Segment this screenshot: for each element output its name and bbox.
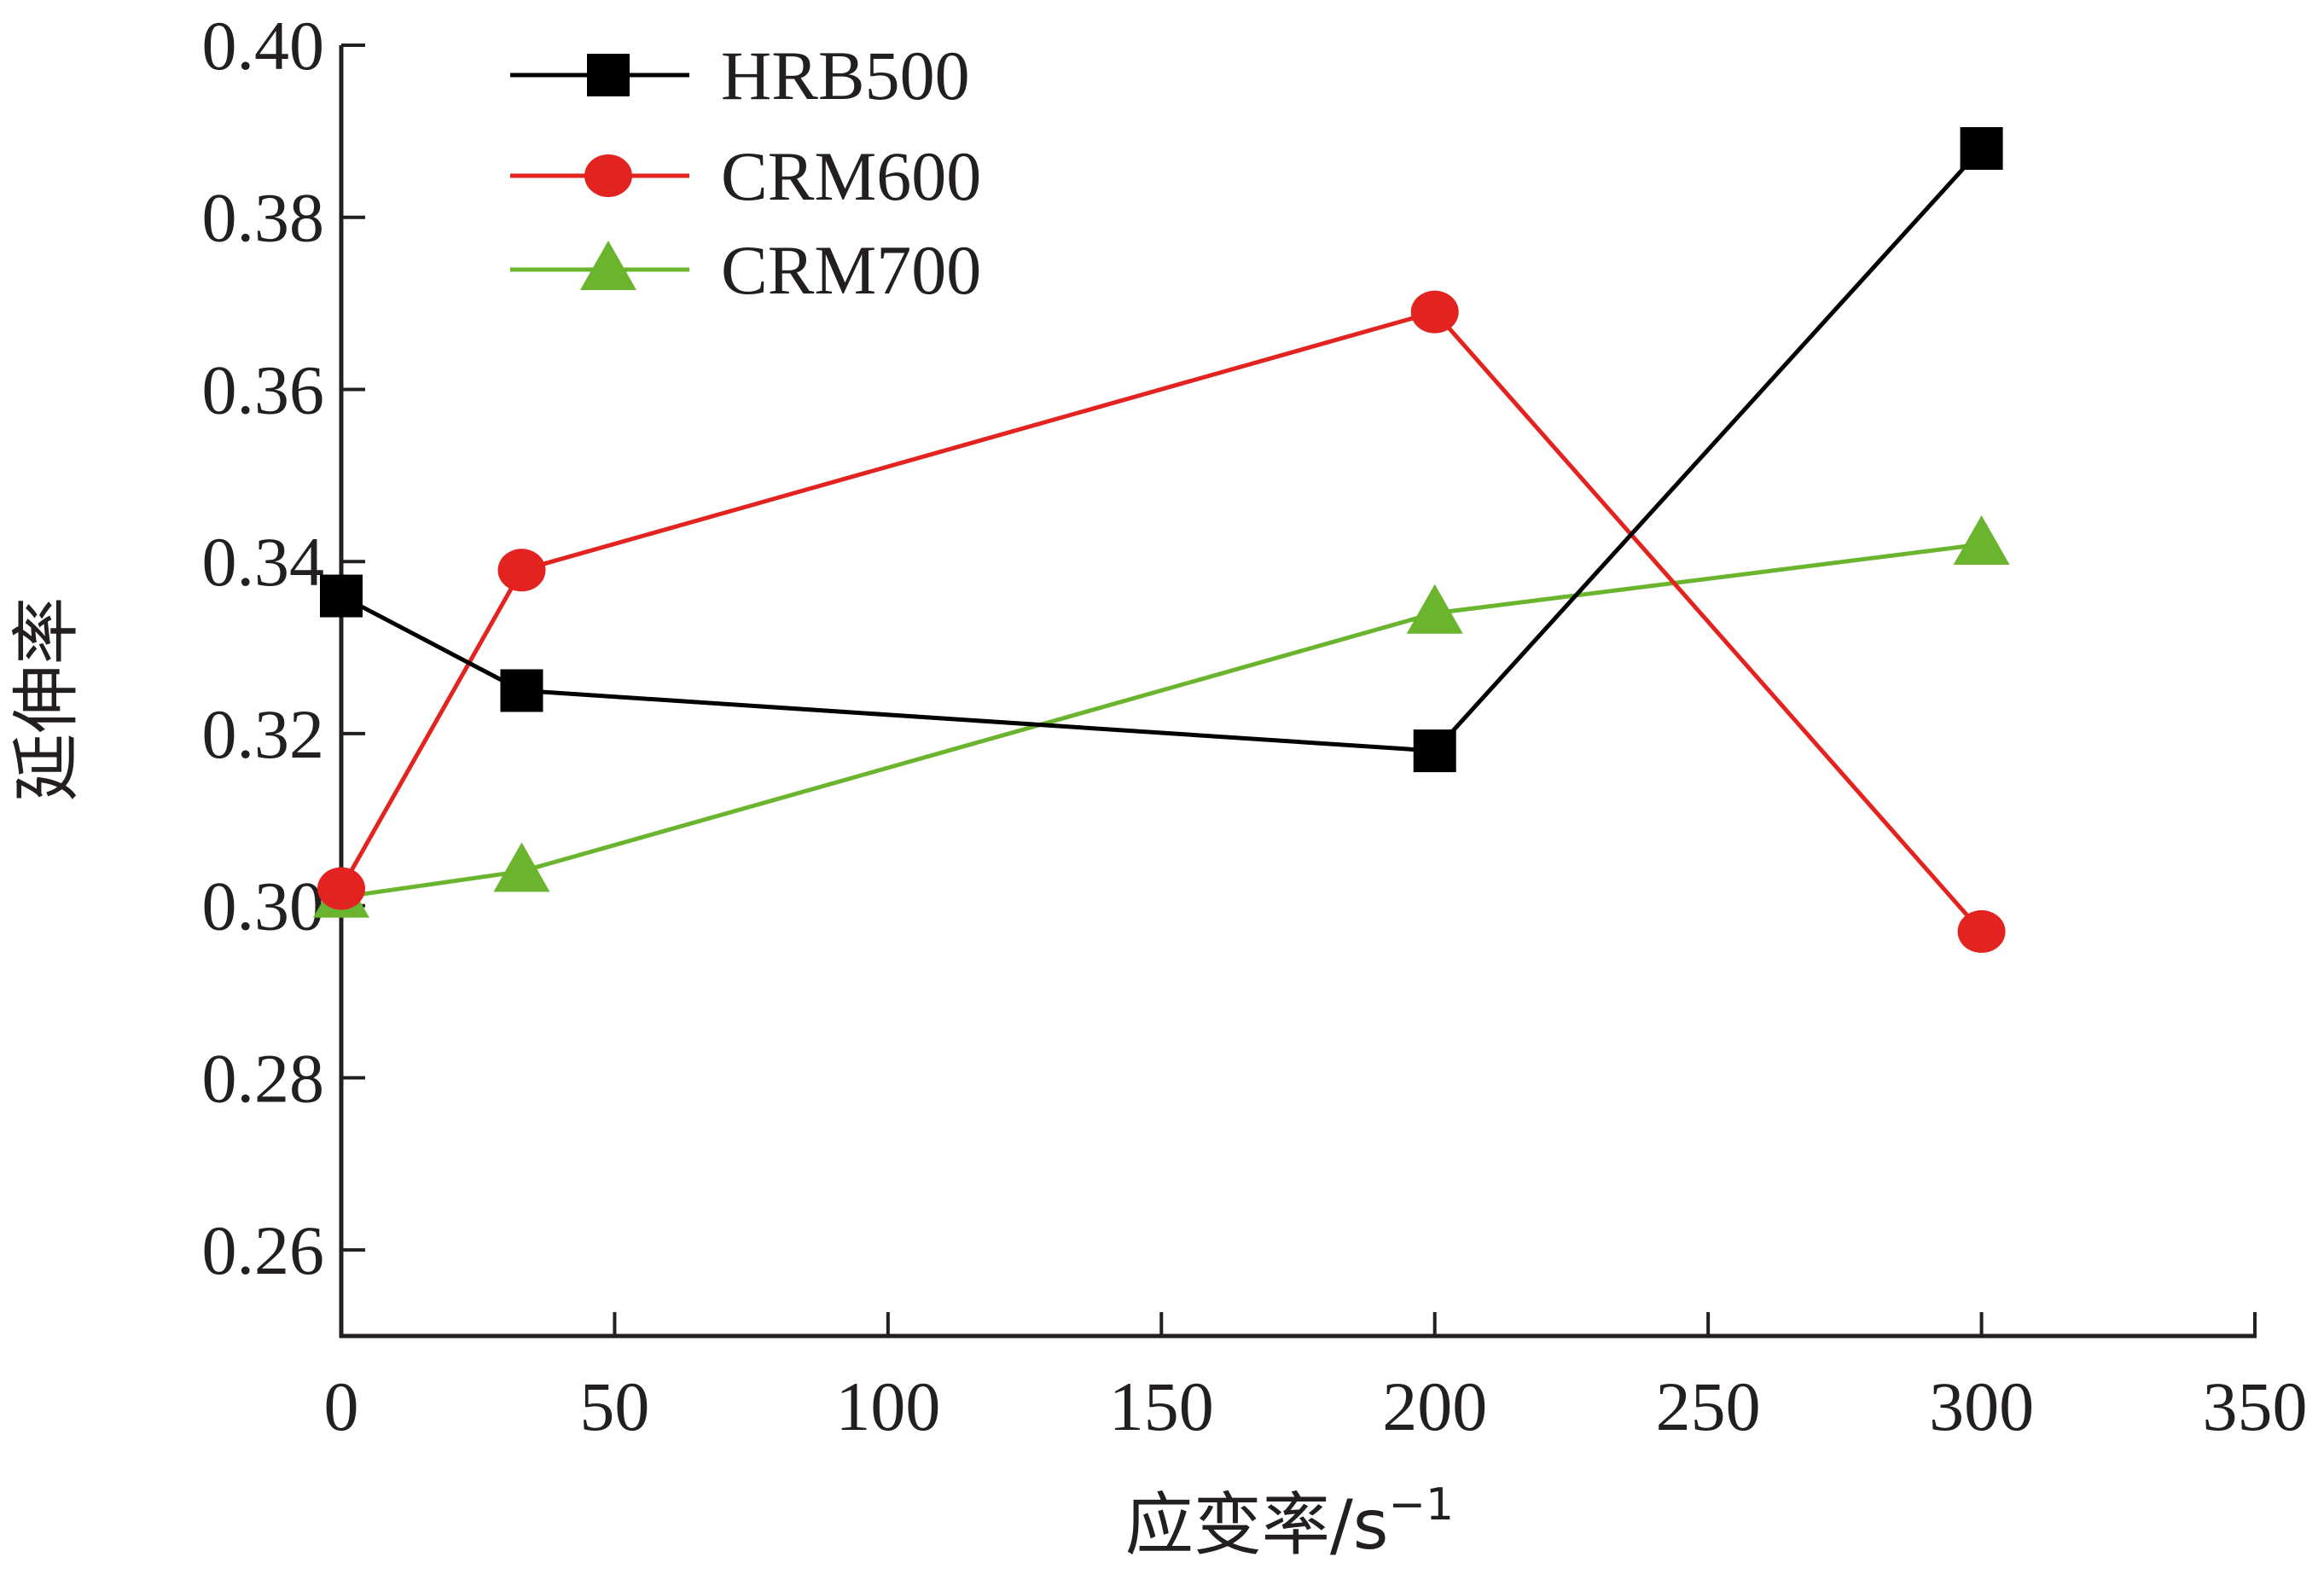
legend-label: CRM700 [721,231,981,309]
x-axis-ticks: 0 50 100 150 200 250 300 350 [324,1312,2308,1445]
data-point-circle [497,549,546,592]
series-crm600 [317,290,2006,953]
data-point-circle [1410,290,1459,334]
x-tick-label: 50 [579,1368,649,1445]
data-point-triangle [1953,515,2010,566]
legend-item: HRB500 [510,37,970,114]
data-point-square [500,669,543,712]
y-tick-label: 0.30 [202,868,325,945]
x-tick-label: 300 [1929,1368,2034,1445]
y-tick-label: 0.28 [202,1039,325,1117]
series-crm700 [313,515,2010,918]
data-point-square [1960,127,2003,171]
data-point-circle [317,867,365,910]
data-point-triangle [493,842,550,892]
x-axis-label: 应变率/s−1 [1125,1479,1454,1565]
y-tick-label: 0.36 [202,351,325,428]
y-tick-label: 0.38 [202,179,325,257]
axes [339,45,2257,1339]
legend-label: CRM600 [721,137,981,215]
x-tick-label: 150 [1109,1368,1214,1445]
y-axis-ticks: 0.26 0.28 0.30 0.32 0.34 0.36 0.38 0.40 [202,7,365,1289]
y-tick-label: 0.32 [202,695,325,773]
x-axis-label-superscript: −1 [1388,1479,1454,1531]
series-layer [313,127,2010,953]
series-hrb500 [320,127,2003,773]
y-tick-label: 0.40 [202,7,325,84]
y-tick-label: 0.26 [202,1211,325,1289]
series-line [339,309,1984,933]
data-point-circle [1957,909,2006,953]
y-axis-label: 延伸率 [7,597,86,802]
legend: HRB500 CRM600 CRM700 [510,37,981,309]
series-line [340,147,1984,753]
data-point-square [320,574,363,618]
x-tick-label: 250 [1656,1368,1761,1445]
x-axis-label-text: 应变率/s [1125,1485,1389,1565]
legend-marker [580,241,636,290]
data-point-triangle [1406,584,1463,634]
legend-marker [587,54,630,96]
x-tick-label: 100 [835,1368,940,1445]
series-line [340,542,1982,900]
x-tick-label: 0 [324,1368,359,1445]
legend-item: CRM700 [510,231,981,309]
legend-item: CRM600 [510,137,981,215]
x-tick-label: 350 [2203,1368,2308,1445]
legend-marker [584,154,632,197]
legend-label: HRB500 [721,37,970,114]
data-point-square [1413,729,1456,773]
x-tick-label: 200 [1382,1368,1487,1445]
y-tick-label: 0.34 [202,523,325,601]
